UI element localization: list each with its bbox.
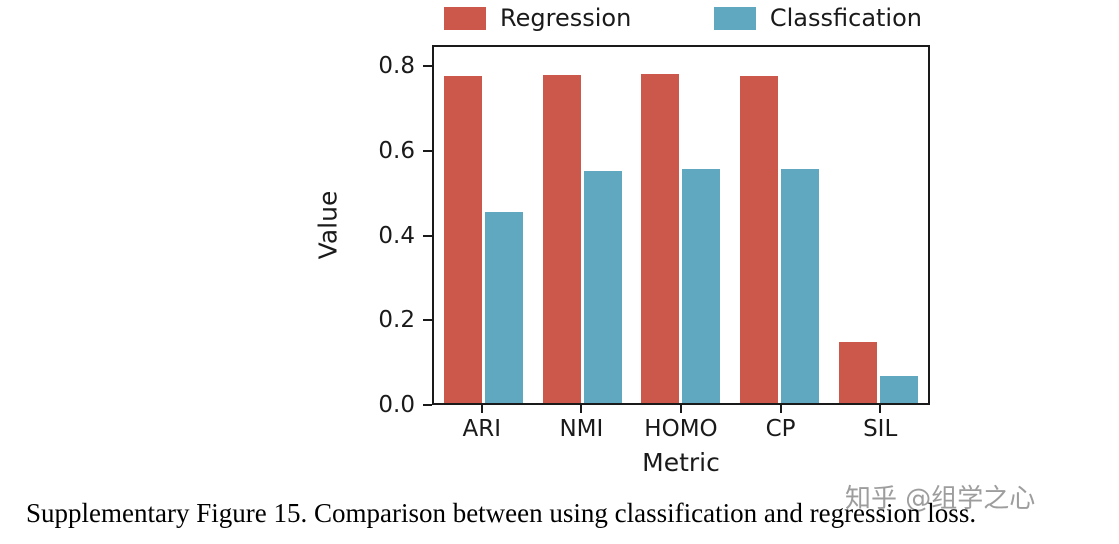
y-tick-label: 0.6 (378, 137, 415, 164)
y-tick-mark (423, 234, 432, 237)
x-tick-mark (580, 405, 583, 413)
x-tick-label: CP (765, 416, 796, 442)
y-tick-label: 0.4 (378, 222, 415, 249)
x-tick-cp: CP (731, 405, 831, 442)
y-tick-mark (423, 404, 432, 406)
y-axis-ticks: 0.0 0.2 0.4 0.6 0.8 (300, 45, 432, 418)
y-tick-label: 0.8 (378, 53, 415, 80)
bar-classfication-sil (880, 375, 919, 403)
x-tick-mark (779, 405, 782, 413)
x-tick-nmi: NMI (532, 405, 632, 442)
plot-area (432, 45, 930, 405)
bar-group-ari (434, 47, 533, 403)
y-tick-mark (423, 319, 432, 322)
bar-regression-cp (740, 76, 779, 403)
bar-regression-ari (443, 76, 482, 403)
y-tick-0.6: 0.6 (300, 137, 432, 164)
figure-caption: Supplementary Figure 15. Comparison betw… (26, 498, 977, 528)
x-axis-label: Metric (642, 448, 720, 477)
legend-label-classfication: Classfication (769, 4, 922, 32)
x-tick-sil: SIL (830, 405, 930, 442)
y-tick-mark (423, 65, 432, 68)
x-axis-ticks: ARI NMI HOMO CP SIL (432, 405, 930, 442)
x-tick-label: HOMO (644, 416, 718, 442)
y-tick-0.8: 0.8 (300, 53, 432, 80)
y-tick-label: 0.0 (378, 392, 415, 418)
legend-item-regression: Regression (444, 4, 631, 32)
y-tick-label: 0.2 (378, 307, 415, 334)
legend-label-regression: Regression (500, 4, 632, 32)
legend-swatch-regression-icon (444, 6, 486, 30)
watermark: 知乎 @组学之心 (845, 484, 1036, 514)
y-tick-0.4: 0.4 (300, 222, 432, 249)
bar-group-homo (632, 47, 731, 403)
x-tick-homo: HOMO (631, 405, 731, 442)
x-tick-mark (879, 405, 882, 413)
y-tick-0.2: 0.2 (300, 307, 432, 334)
bar-classfication-cp (781, 169, 820, 403)
x-tick-mark (679, 405, 682, 413)
x-tick-label: NMI (559, 416, 604, 442)
bar-regression-sil (839, 342, 878, 403)
bar-group-nmi (533, 47, 632, 403)
legend-swatch-classfication-icon (713, 6, 756, 30)
bar-classfication-nmi (583, 170, 622, 403)
bar-classfication-ari (484, 212, 523, 403)
bar-regression-nmi (542, 75, 581, 403)
legend: Regression Classfication (436, 4, 930, 32)
bar-classfication-homo (682, 169, 721, 403)
x-tick-label: ARI (462, 416, 502, 442)
x-tick-ari: ARI (432, 405, 532, 442)
y-tick-mark (423, 149, 432, 152)
bar-regression-homo (641, 73, 680, 403)
bar-group-cp (730, 47, 829, 403)
bar-group-sil (829, 47, 928, 403)
legend-item-classfication: Classfication (713, 4, 922, 32)
bar-groups (434, 47, 928, 403)
y-tick-0.0: 0.0 (300, 392, 432, 418)
x-tick-mark (480, 405, 483, 413)
x-tick-label: SIL (863, 416, 898, 442)
